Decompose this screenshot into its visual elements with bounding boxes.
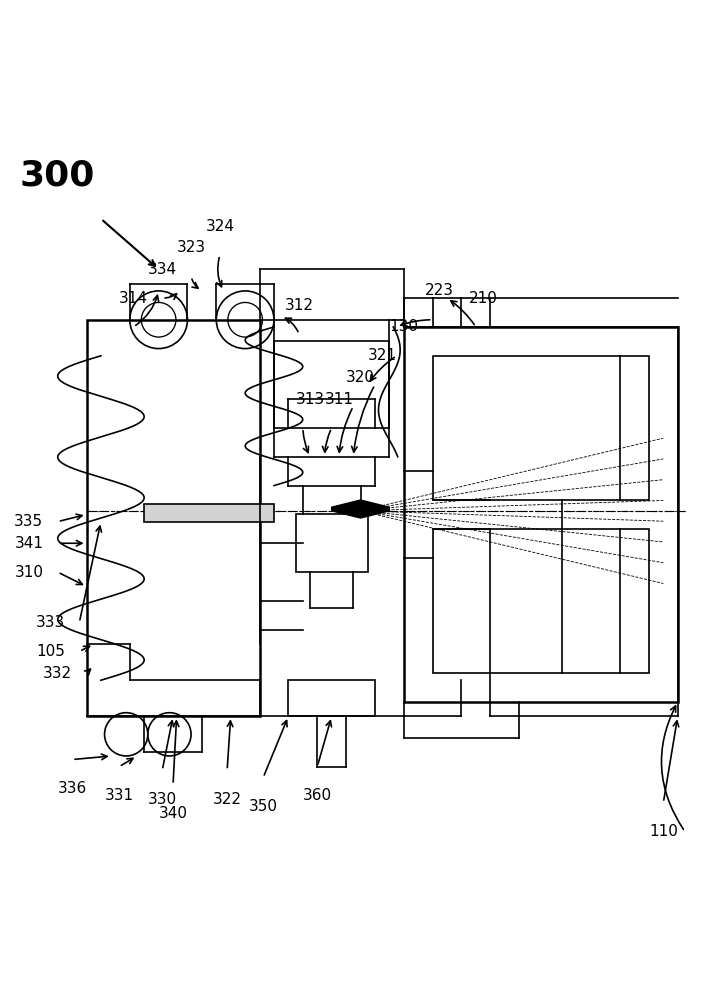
Text: 323: 323 (177, 240, 205, 255)
Text: 314: 314 (119, 291, 148, 306)
Bar (87, 320, 260, 716)
Text: 105: 105 (36, 644, 65, 659)
Text: 324: 324 (205, 219, 234, 234)
Bar (404, 327, 678, 702)
Polygon shape (332, 500, 389, 518)
Text: 312: 312 (285, 298, 314, 313)
Text: 322: 322 (213, 792, 242, 807)
Text: 320: 320 (346, 370, 375, 385)
Text: 110: 110 (649, 824, 678, 839)
Text: 336: 336 (58, 781, 87, 796)
Text: 332: 332 (43, 666, 72, 681)
Bar (274, 341, 389, 428)
Text: 350: 350 (249, 799, 278, 814)
Bar (144, 504, 274, 522)
Text: 210: 210 (469, 291, 497, 306)
Bar (288, 680, 375, 716)
Bar (433, 356, 649, 500)
Text: 330: 330 (148, 792, 177, 807)
Text: 300: 300 (20, 159, 95, 193)
Text: 340: 340 (159, 806, 187, 821)
Text: 311: 311 (324, 392, 353, 407)
Text: 223: 223 (425, 283, 454, 298)
Text: 321: 321 (368, 348, 397, 363)
Text: 130: 130 (389, 319, 418, 334)
Text: 334: 334 (148, 262, 177, 277)
Text: 331: 331 (105, 788, 133, 803)
Bar (296, 514, 368, 572)
Text: 333: 333 (36, 615, 65, 630)
Text: 360: 360 (303, 788, 332, 803)
Bar (433, 529, 649, 673)
Text: 310: 310 (14, 565, 43, 580)
Text: 313: 313 (296, 392, 324, 407)
Text: 335: 335 (14, 514, 43, 529)
Text: 341: 341 (14, 536, 43, 551)
